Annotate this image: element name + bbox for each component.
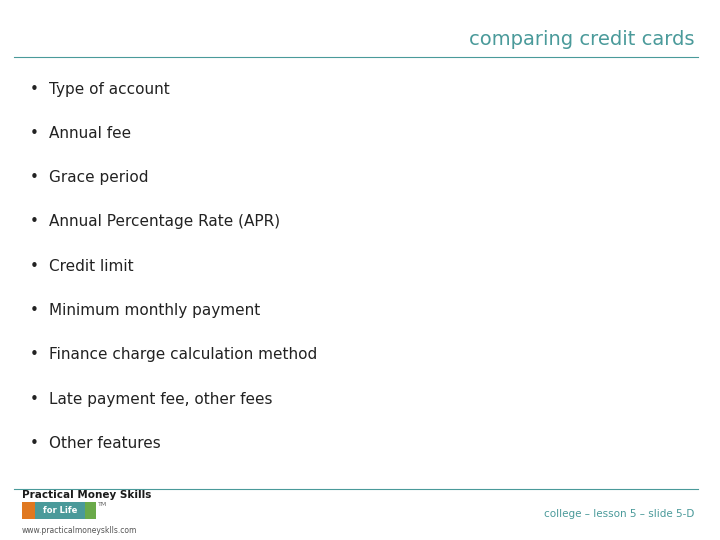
Text: Practical Money Skills: Practical Money Skills <box>22 489 151 500</box>
Text: •: • <box>30 82 39 97</box>
Text: comparing credit cards: comparing credit cards <box>469 30 695 49</box>
Text: Type of account: Type of account <box>49 82 170 97</box>
Text: Minimum monthly payment: Minimum monthly payment <box>49 303 260 318</box>
Text: •: • <box>30 436 39 451</box>
Text: Other features: Other features <box>49 436 161 451</box>
Text: Credit limit: Credit limit <box>49 259 134 274</box>
Text: •: • <box>30 126 39 141</box>
Text: college – lesson 5 – slide 5-D: college – lesson 5 – slide 5-D <box>544 509 695 519</box>
Bar <box>35 502 85 519</box>
Text: •: • <box>30 170 39 185</box>
Text: Annual Percentage Rate (APR): Annual Percentage Rate (APR) <box>49 214 280 230</box>
Text: •: • <box>30 392 39 407</box>
Text: •: • <box>30 303 39 318</box>
Text: TM: TM <box>98 502 107 507</box>
Bar <box>22 502 35 519</box>
Text: www.practicalmoneysklls.com: www.practicalmoneysklls.com <box>22 526 137 535</box>
Text: •: • <box>30 259 39 274</box>
Text: •: • <box>30 347 39 362</box>
Text: for Life: for Life <box>42 507 77 515</box>
Text: Annual fee: Annual fee <box>49 126 131 141</box>
Text: Finance charge calculation method: Finance charge calculation method <box>49 347 318 362</box>
Text: Late payment fee, other fees: Late payment fee, other fees <box>49 392 272 407</box>
Bar <box>85 502 96 519</box>
Text: •: • <box>30 214 39 230</box>
Text: Grace period: Grace period <box>49 170 148 185</box>
